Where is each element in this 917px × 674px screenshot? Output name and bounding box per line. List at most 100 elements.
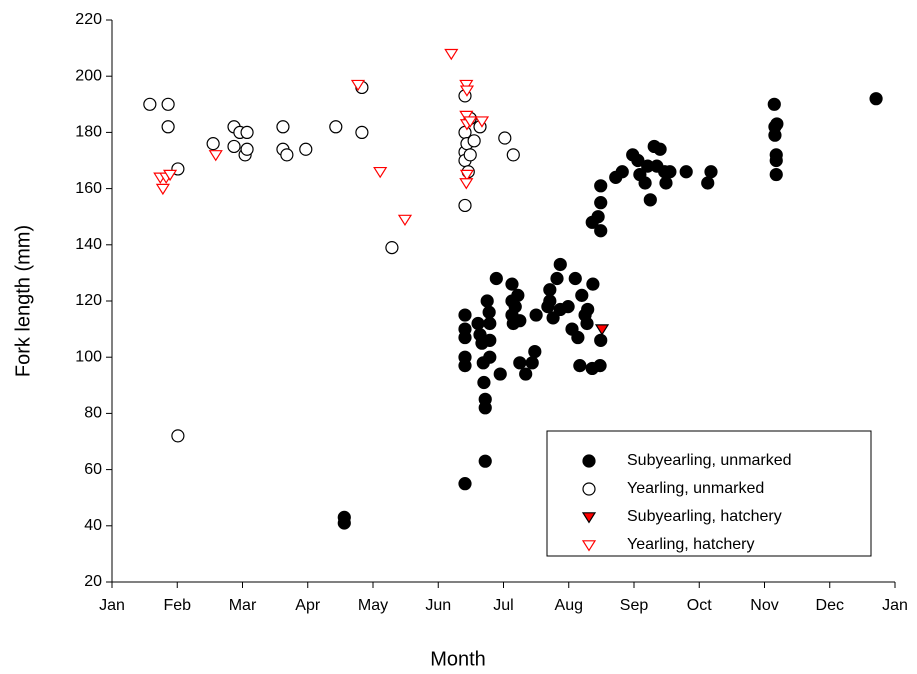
point: [869, 92, 883, 106]
point: [594, 224, 608, 238]
point: [397, 214, 413, 227]
point: [329, 120, 343, 134]
point: [498, 131, 512, 145]
point: [528, 344, 542, 359]
point: [463, 116, 478, 128]
point: [463, 148, 477, 162]
point: [483, 316, 497, 331]
point: [350, 79, 366, 92]
x-tick-label: Mar: [229, 597, 257, 614]
point: [659, 176, 673, 190]
point: [161, 97, 175, 111]
point: [299, 142, 313, 156]
point: [444, 48, 459, 61]
point: [594, 196, 608, 210]
legend-label: Yearling, hatchery: [627, 536, 755, 553]
point: [162, 169, 178, 182]
y-tick-label: 120: [75, 292, 102, 309]
y-tick-label: 200: [75, 67, 102, 84]
x-tick-label: Apr: [295, 597, 321, 614]
point: [482, 305, 496, 319]
legend-box: [546, 430, 872, 557]
point: [643, 193, 657, 207]
point: [591, 210, 605, 224]
point: [770, 117, 784, 131]
legend-marker: [581, 540, 597, 552]
point: [373, 166, 388, 179]
point: [206, 137, 220, 151]
x-tick-label: Jul: [493, 597, 513, 614]
point: [586, 277, 600, 291]
point: [513, 314, 527, 328]
point: [208, 150, 223, 162]
point: [768, 128, 782, 142]
point: [240, 142, 254, 156]
point: [581, 302, 595, 317]
point: [385, 241, 399, 255]
point: [459, 178, 474, 190]
x-axis-label: Month: [430, 648, 486, 670]
point: [543, 294, 557, 308]
point: [525, 356, 539, 370]
point: [337, 516, 351, 530]
point: [458, 198, 472, 213]
point: [483, 350, 497, 364]
point: [546, 311, 560, 325]
point: [471, 316, 485, 331]
point: [483, 333, 497, 347]
y-tick-label: 140: [75, 236, 102, 253]
point: [477, 375, 491, 390]
point: [143, 97, 157, 111]
y-tick-label: 220: [75, 11, 102, 28]
x-tick-label: Jun: [425, 597, 451, 614]
point: [594, 324, 610, 336]
point: [529, 308, 543, 322]
legend-label: Subyearling, hatchery: [627, 508, 782, 525]
y-tick-label: 100: [75, 348, 102, 365]
point: [568, 271, 582, 286]
legend-marker: [582, 482, 596, 496]
point: [280, 148, 294, 162]
point: [276, 120, 290, 134]
point: [561, 300, 575, 314]
point: [769, 153, 783, 168]
x-tick-label: Jan: [882, 597, 908, 614]
y-axis-label: Fork length (mm): [12, 225, 34, 377]
point: [638, 176, 652, 190]
point: [508, 300, 522, 314]
point: [161, 120, 175, 134]
point: [467, 134, 481, 148]
x-tick-label: Sep: [620, 597, 649, 614]
x-tick-label: Oct: [687, 597, 712, 614]
point: [227, 139, 241, 154]
point: [553, 257, 567, 272]
y-tick-label: 180: [75, 124, 102, 141]
point: [631, 153, 645, 168]
point: [171, 429, 185, 443]
x-tick-label: Nov: [750, 597, 778, 614]
point: [573, 359, 587, 373]
x-tick-label: Feb: [163, 597, 191, 614]
point: [580, 316, 594, 331]
point: [704, 165, 718, 179]
point: [458, 330, 472, 345]
legend-marker: [582, 454, 596, 468]
point: [459, 85, 475, 97]
point: [543, 283, 557, 297]
point: [459, 79, 474, 92]
point: [653, 142, 667, 156]
point: [769, 167, 783, 182]
point: [458, 308, 472, 322]
point: [513, 356, 527, 370]
point: [701, 176, 715, 190]
point: [594, 179, 608, 193]
x-tick-label: Aug: [555, 597, 583, 614]
legend-label: Yearling, unmarked: [627, 480, 764, 497]
y-tick-label: 60: [84, 461, 102, 478]
point: [478, 454, 492, 468]
point: [459, 169, 475, 182]
point: [594, 333, 608, 347]
x-tick-label: May: [358, 597, 388, 614]
y-tick-label: 20: [84, 573, 102, 590]
